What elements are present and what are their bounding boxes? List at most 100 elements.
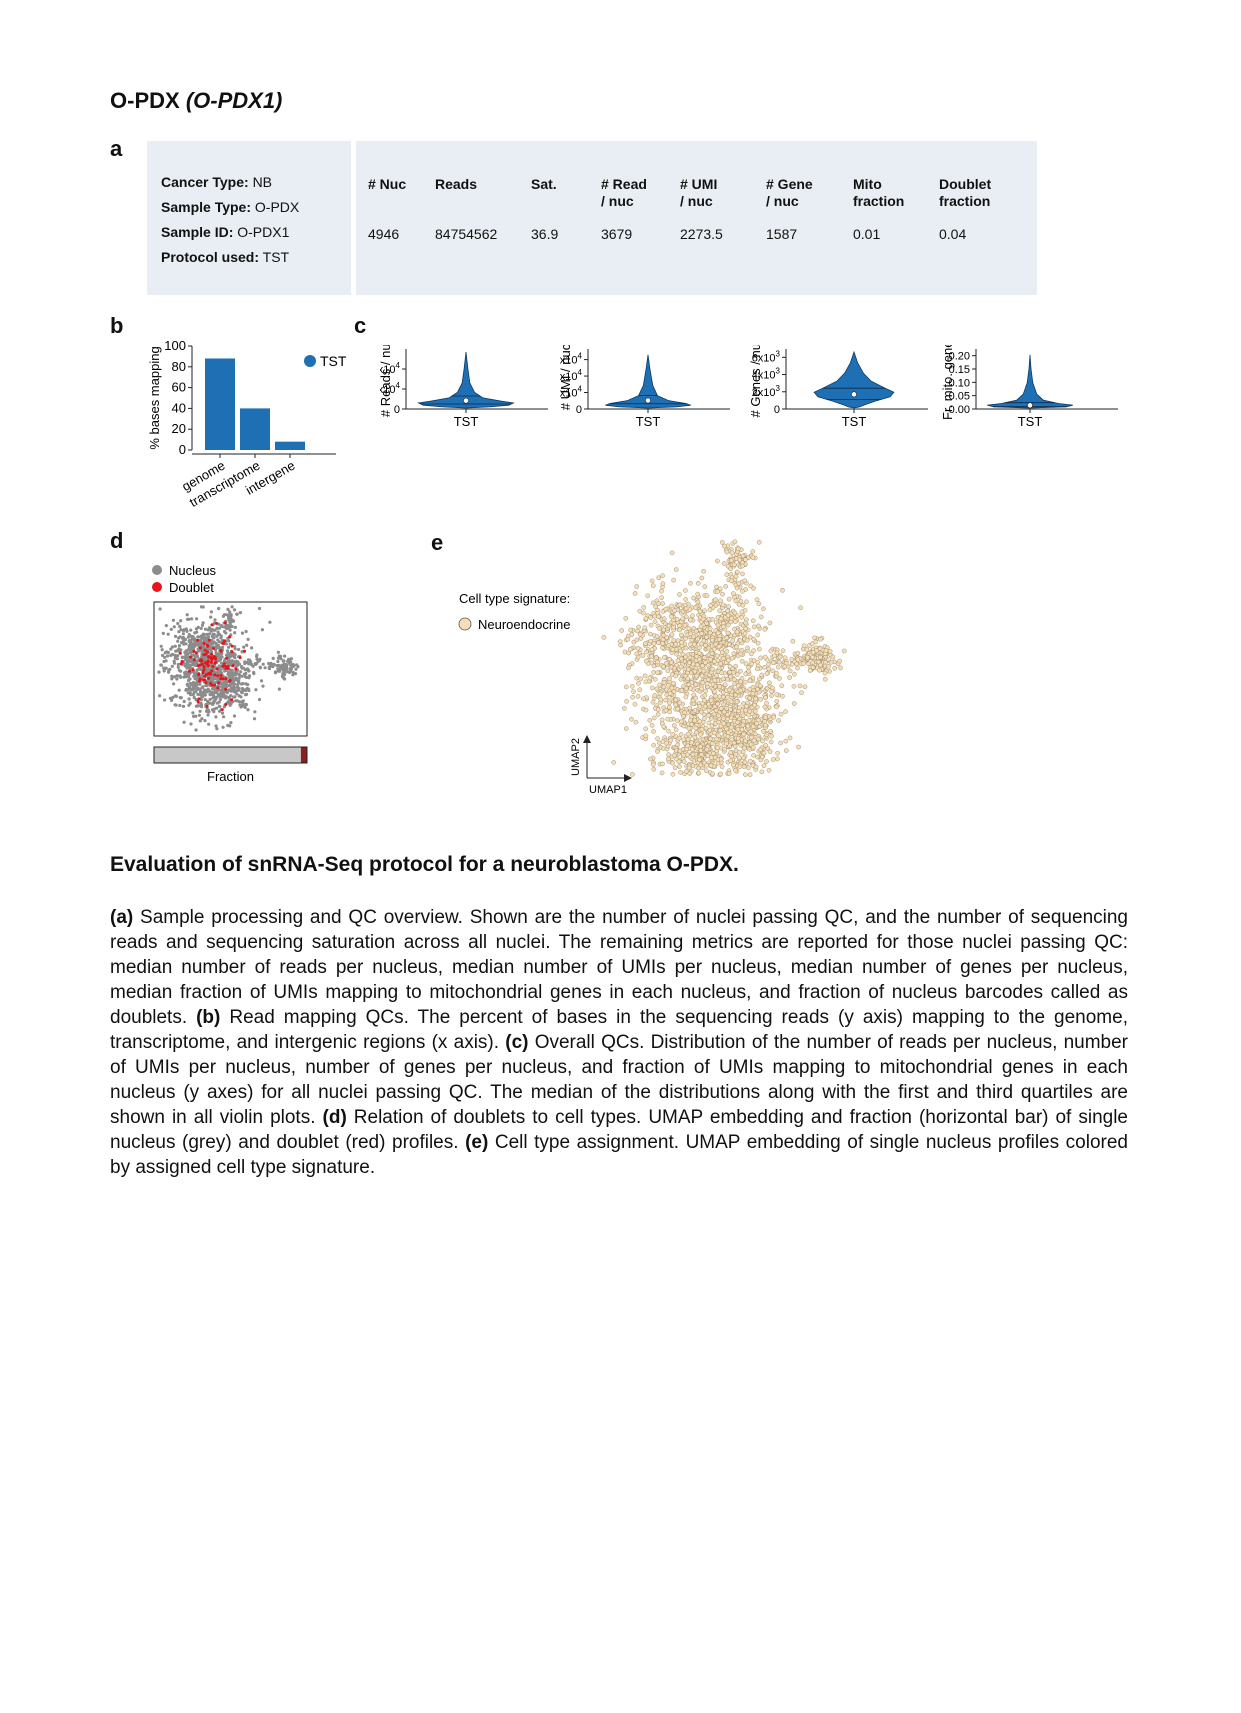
nucleus-point: [157, 670, 161, 674]
neuroendocrine-point: [715, 622, 721, 628]
nucleus-point: [162, 669, 166, 673]
nucleus-point: [182, 699, 186, 704]
x-tick-label: TST: [842, 414, 867, 429]
neuroendocrine-point: [747, 678, 753, 684]
neuroendocrine-point: [673, 702, 678, 708]
neuroendocrine-point: [650, 699, 656, 705]
doublet-point: [203, 648, 207, 652]
neuroendocrine-point: [817, 646, 823, 651]
neuroendocrine-point: [724, 712, 730, 717]
neuroendocrine-point: [716, 733, 721, 738]
nucleus-point: [221, 725, 225, 729]
nucleus-point: [243, 661, 247, 666]
neuroendocrine-point: [698, 748, 704, 753]
neuroendocrine-point: [743, 671, 749, 677]
neuroendocrine-point: [693, 695, 698, 701]
nucleus-point: [219, 688, 223, 692]
neuroendocrine-point: [711, 711, 717, 717]
nucleus-point: [217, 664, 221, 668]
nucleus-point: [221, 684, 225, 689]
nucleus-point: [198, 709, 202, 713]
neuroendocrine-point: [678, 732, 684, 737]
doublet-point: [224, 677, 228, 681]
neuroendocrine-point: [817, 667, 822, 673]
neuroendocrine-point: [795, 651, 801, 656]
neuroendocrine-point: [766, 666, 772, 672]
neuroendocrine-point: [718, 661, 723, 667]
nucleus-point: [200, 717, 204, 721]
neuroendocrine-point: [675, 658, 681, 663]
nucleus-point: [165, 650, 169, 654]
nucleus-point: [193, 676, 197, 680]
nucleus-point: [199, 635, 203, 639]
neuroendocrine-point: [783, 738, 789, 744]
neuroendocrine-point: [810, 664, 816, 670]
nucleus-point: [239, 690, 244, 694]
nucleus-point: [217, 626, 221, 630]
nucleus-point: [170, 674, 174, 678]
cell-mito-fraction: 0.01: [853, 226, 881, 242]
nucleus-point: [247, 674, 252, 678]
neuroendocrine-point: [688, 581, 693, 586]
neuroendocrine-point: [743, 738, 748, 744]
nucleus-point: [269, 661, 273, 665]
neuroendocrine-point: [722, 682, 728, 687]
neuroendocrine-point: [838, 665, 843, 671]
doublet-point: [219, 673, 223, 677]
neuroendocrine-point: [677, 764, 682, 769]
neuroendocrine-point: [730, 638, 736, 643]
neuroendocrine-point: [634, 584, 639, 589]
nucleus-point: [232, 608, 237, 612]
neuroendocrine-point: [763, 695, 768, 700]
nucleus-point: [179, 619, 183, 623]
neuroendocrine-point: [617, 639, 623, 644]
neuroendocrine-point: [683, 597, 688, 602]
neuroendocrine-point: [648, 622, 654, 628]
y-axis-label: % bases mapping: [147, 346, 162, 449]
neuroendocrine-point: [728, 558, 734, 563]
nucleus-point: [212, 707, 216, 711]
neuroendocrine-point: [751, 752, 756, 758]
neuroendocrine-point: [699, 709, 704, 715]
neuroendocrine-point: [726, 604, 731, 609]
doublet-point: [199, 659, 203, 663]
nucleus-point: [237, 688, 241, 692]
neuroendocrine-point: [734, 629, 740, 635]
neuroendocrine-point: [650, 762, 656, 767]
nucleus-point: [220, 671, 224, 675]
doublet-point: [224, 703, 228, 706]
neuroendocrine-point: [810, 650, 816, 655]
neuroendocrine-point: [782, 655, 788, 661]
neuroendocrine-point: [666, 623, 672, 629]
nucleus-point: [200, 648, 204, 652]
neuroendocrine-point: [762, 627, 768, 632]
doublet-point: [198, 679, 201, 683]
doublet-point: [192, 658, 196, 662]
neuroendocrine-point: [733, 644, 739, 650]
nucleus-point: [228, 623, 232, 627]
neuroendocrine-point: [657, 626, 662, 631]
neuroendocrine-point: [720, 602, 726, 608]
fraction-bar-label: Fraction: [207, 769, 254, 784]
neuroendocrine-point: [764, 686, 770, 691]
neuroendocrine-point: [690, 613, 695, 618]
nucleus-point: [190, 663, 194, 667]
nucleus-point: [177, 688, 181, 692]
caption-body: (a) Sample processing and QC overview. S…: [110, 905, 1128, 1180]
page-title-sub: (O-PDX1): [185, 88, 283, 113]
y-tick-label: 60: [172, 380, 186, 395]
neuroendocrine-point: [671, 621, 677, 626]
nucleus-point: [173, 653, 177, 657]
nucleus-point: [223, 694, 227, 698]
neuroendocrine-point: [692, 708, 698, 713]
neuroendocrine-point: [694, 662, 700, 668]
neuroendocrine-point: [673, 641, 679, 647]
nucleus-point: [201, 621, 205, 625]
nucleus-point: [257, 697, 262, 702]
neuroendocrine-point: [671, 624, 676, 630]
neuroendocrine-point: [666, 682, 671, 688]
doublet-point: [209, 660, 213, 664]
nucleus-point: [196, 625, 200, 629]
umap-points: [157, 605, 300, 732]
neuroendocrine-point: [677, 602, 683, 608]
